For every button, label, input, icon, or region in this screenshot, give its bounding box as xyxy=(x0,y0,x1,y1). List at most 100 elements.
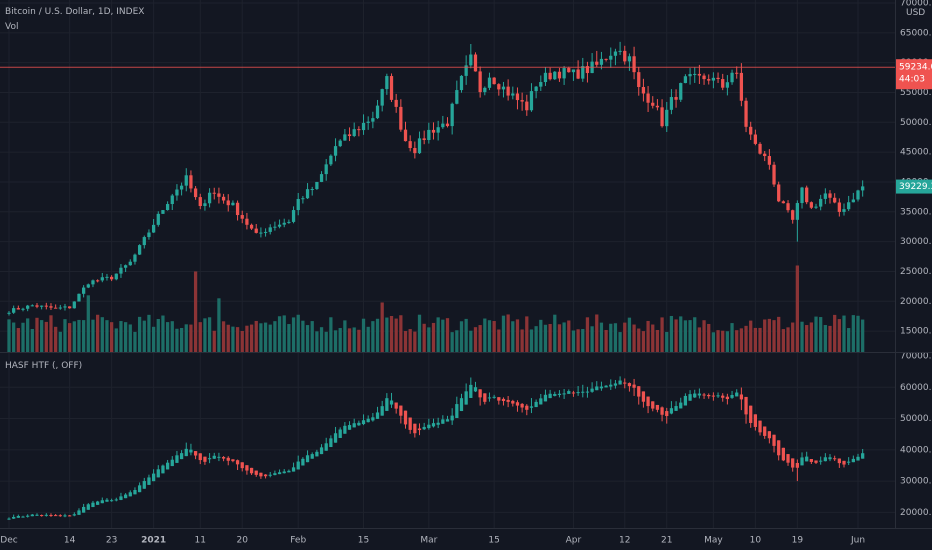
volume-legend[interactable]: Vol xyxy=(5,22,19,32)
volume-bar xyxy=(389,316,394,352)
volume-bar xyxy=(12,322,16,352)
ha-body xyxy=(184,448,188,457)
indicator-legend[interactable]: HASF HTF (, OFF) xyxy=(5,361,83,371)
ha-body xyxy=(380,406,384,416)
volume-bar xyxy=(380,302,384,352)
volume-bar xyxy=(450,332,454,352)
time-axis[interactable]: Dec 14 23 2021 11 20 Feb 15 Mar 15 Apr 12 21 May 10 19 J… xyxy=(0,536,865,546)
candle-body xyxy=(399,106,403,130)
candle-body xyxy=(632,56,636,73)
ha-body xyxy=(819,460,823,462)
volume-bar xyxy=(207,317,212,352)
ha-body xyxy=(203,456,207,462)
ha-body xyxy=(562,393,566,395)
volume-bar xyxy=(114,328,118,352)
volume-bar xyxy=(469,330,473,352)
candle-body xyxy=(273,226,277,228)
ha-body xyxy=(730,394,734,398)
candle-body xyxy=(688,74,692,77)
ha-body xyxy=(520,403,524,408)
volume-bar xyxy=(72,321,76,352)
ha-body xyxy=(483,393,487,402)
candle-body xyxy=(483,87,487,93)
candle-body xyxy=(562,68,566,79)
candle-body xyxy=(254,228,258,233)
volume-bar xyxy=(123,322,128,352)
volume-bar xyxy=(483,318,487,352)
y-tick-label: 20000.00 xyxy=(900,508,932,518)
candle-body xyxy=(49,306,53,308)
candle-body xyxy=(702,75,706,80)
y-tick-label: 40000.00 xyxy=(900,445,932,455)
volume-bar xyxy=(669,315,674,352)
symbol-legend[interactable]: Bitcoin / U.S. Dollar, 1D, INDEX xyxy=(5,7,145,17)
ha-body xyxy=(501,398,506,402)
ha-body xyxy=(133,489,137,495)
candle-body xyxy=(581,66,585,79)
volume-bar xyxy=(296,314,300,352)
ha-body xyxy=(828,457,832,460)
candle-body xyxy=(707,79,711,81)
ha-body xyxy=(151,473,156,482)
ha-body xyxy=(725,396,730,400)
candle-body xyxy=(58,307,62,309)
candle-body xyxy=(226,200,230,206)
ha-body xyxy=(12,516,16,519)
volume-bar xyxy=(133,331,137,352)
ha-body xyxy=(511,400,515,404)
candle-body xyxy=(679,83,683,100)
volume-bar xyxy=(268,324,272,352)
volume-bar xyxy=(473,327,478,352)
ha-body xyxy=(837,458,841,464)
candle-body xyxy=(240,215,244,219)
volume-bar xyxy=(249,324,254,352)
volume-bar xyxy=(576,329,580,352)
ha-body xyxy=(21,516,25,518)
ha-body xyxy=(212,455,216,459)
ha-body xyxy=(357,422,361,426)
candle-body xyxy=(35,305,39,307)
volume-bar xyxy=(805,325,809,352)
ha-body xyxy=(277,472,282,475)
volume-bar xyxy=(707,323,711,352)
volume-bar xyxy=(660,317,664,352)
volume-bar xyxy=(735,330,739,352)
ha-body xyxy=(165,462,170,470)
ha-body xyxy=(847,461,851,463)
ha-body xyxy=(240,462,244,469)
candle-body xyxy=(259,232,263,234)
candle-body xyxy=(809,202,813,208)
ha-body xyxy=(170,459,174,467)
ha-body xyxy=(137,485,142,493)
candle-body xyxy=(861,186,865,191)
candle-body xyxy=(179,185,184,190)
volume-bar xyxy=(492,321,496,352)
candle-body xyxy=(333,146,338,156)
y-tick-label: 20000.00 xyxy=(900,297,932,307)
ha-body xyxy=(543,394,548,402)
ha-body xyxy=(189,449,193,453)
candle-body xyxy=(851,199,855,203)
candle-body xyxy=(539,82,543,87)
candle-body xyxy=(408,141,412,149)
ha-body xyxy=(464,391,468,405)
volume-bar xyxy=(361,318,366,352)
candle-body xyxy=(207,192,212,204)
candle-body xyxy=(324,164,328,175)
candle-body xyxy=(725,82,730,88)
ha-body xyxy=(193,451,198,456)
volume-bar xyxy=(814,316,818,352)
ha-body xyxy=(851,458,855,463)
volume-bar xyxy=(352,327,356,352)
volume-bar xyxy=(44,321,48,352)
ha-body xyxy=(30,514,34,517)
pane-separator[interactable] xyxy=(0,352,932,353)
candle-body xyxy=(473,54,478,72)
candle-body xyxy=(455,90,459,104)
ha-body xyxy=(329,438,333,448)
candle-body xyxy=(329,155,333,165)
volume-bar xyxy=(417,314,422,352)
candle-body xyxy=(394,99,398,107)
candle-body xyxy=(795,203,799,220)
